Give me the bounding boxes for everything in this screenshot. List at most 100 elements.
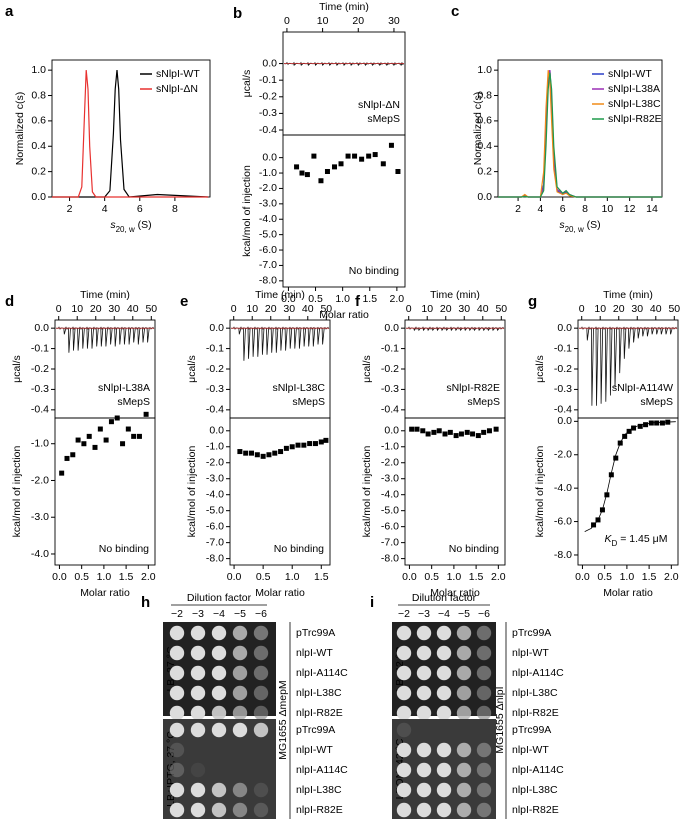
spot	[396, 782, 412, 798]
y-tick-label: -2.0	[554, 449, 572, 461]
injection-peak	[314, 63, 318, 66]
data-point	[64, 455, 70, 461]
y-axis-label: Normalized c(s)	[472, 92, 484, 166]
y-axis-label: μcal/s	[241, 70, 253, 98]
x-axis-label-part: (S)	[135, 219, 152, 231]
data-point	[648, 420, 654, 426]
sample-label: sMepS	[117, 396, 150, 408]
x-tick-label: 12	[624, 203, 636, 215]
x-tick-label: 1.5	[119, 571, 134, 583]
data-point	[447, 429, 453, 435]
x-tick-label: 30	[388, 15, 400, 27]
data-point	[237, 449, 243, 455]
dilution-label: −2	[398, 608, 410, 620]
data-point	[481, 429, 487, 435]
injection-peak	[655, 328, 659, 335]
x-tick-label: 50	[145, 303, 157, 315]
x-tick-label: 30	[631, 303, 643, 315]
x-axis-label: Time (min)	[319, 1, 369, 13]
row-label: nlpI-L38C	[296, 687, 342, 699]
spot	[190, 665, 206, 681]
x-tick-label: 0.0	[575, 571, 590, 583]
spot	[169, 645, 185, 661]
y-tick-label: -0.4	[554, 404, 572, 416]
spot	[436, 705, 452, 721]
dilution-label: −6	[255, 608, 267, 620]
injection-peak	[651, 328, 655, 335]
y-axis-label: kcal/mol of injection	[534, 446, 546, 538]
sample-label: sNlpI-L38C	[272, 382, 325, 394]
kd-annotation-part: D	[612, 539, 618, 548]
spot	[232, 705, 248, 721]
plot-frame	[229, 417, 331, 566]
data-point	[260, 453, 266, 459]
injection-peak	[77, 328, 81, 351]
data-point	[59, 470, 65, 476]
panel-label: g	[528, 293, 537, 310]
spot	[436, 665, 452, 681]
plot-frame	[577, 417, 679, 566]
sample-label: sNlpI-L38A	[98, 382, 150, 394]
plot-frame	[404, 417, 506, 566]
data-point	[464, 429, 470, 435]
data-point	[299, 170, 305, 176]
y-axis-label: kcal/mol of injection	[241, 165, 253, 257]
y-tick-label: 0.0	[209, 322, 224, 334]
y-tick-label: -4.0	[381, 488, 399, 500]
injection-peak	[441, 327, 444, 332]
spot	[232, 782, 248, 798]
spot	[456, 645, 472, 661]
spot	[232, 685, 248, 701]
spot	[456, 705, 472, 721]
spot	[476, 802, 492, 818]
spot	[396, 665, 412, 681]
injection-peak	[413, 327, 417, 332]
line-series	[52, 70, 209, 198]
injection-peak	[378, 63, 382, 66]
injection-peak	[665, 328, 668, 335]
data-point	[388, 142, 394, 148]
injection-peak	[289, 328, 293, 349]
y-tick-label: -4.0	[554, 482, 572, 494]
data-point	[266, 452, 272, 458]
spot	[253, 782, 269, 798]
injection-peak	[256, 328, 260, 357]
annotation: No binding	[349, 265, 399, 277]
x-tick-label: 20	[440, 303, 452, 315]
injection-peak	[298, 328, 302, 349]
injection-peak	[618, 328, 622, 374]
y-tick-label: -4.0	[31, 548, 49, 560]
y-tick-label: -0.3	[259, 107, 277, 119]
y-tick-label: -5.0	[381, 504, 399, 516]
x-tick-label: 30	[108, 303, 120, 315]
y-tick-label: -0.2	[31, 363, 49, 375]
x-tick-label: 1.5	[362, 293, 377, 305]
x-axis-label: Time (min)	[603, 289, 653, 301]
injection-peak	[86, 328, 90, 349]
data-point	[414, 426, 420, 432]
data-point	[295, 442, 301, 448]
row-label: nlpI-WT	[296, 744, 333, 756]
spot	[416, 625, 432, 641]
row-label: nlpI-R82E	[296, 707, 343, 719]
y-tick-label: 0.0	[557, 415, 572, 427]
injection-peak	[105, 328, 108, 347]
data-point	[486, 428, 492, 434]
y-tick-label: -6.0	[554, 515, 572, 527]
y-tick-label: 1.0	[31, 64, 46, 76]
panel-label: e	[180, 293, 188, 310]
y-tick-label: -0.2	[259, 91, 277, 103]
spot	[436, 742, 452, 758]
data-point	[345, 153, 351, 159]
x-axis-label-part: 20, w	[565, 225, 584, 234]
data-point	[75, 437, 81, 443]
injection-peak	[478, 327, 482, 332]
data-point	[431, 429, 437, 435]
line-series	[52, 70, 209, 198]
spot	[416, 742, 432, 758]
spot	[253, 665, 269, 681]
spot	[396, 722, 412, 738]
x-tick-label: 0.0	[52, 571, 67, 583]
spot	[476, 762, 492, 778]
